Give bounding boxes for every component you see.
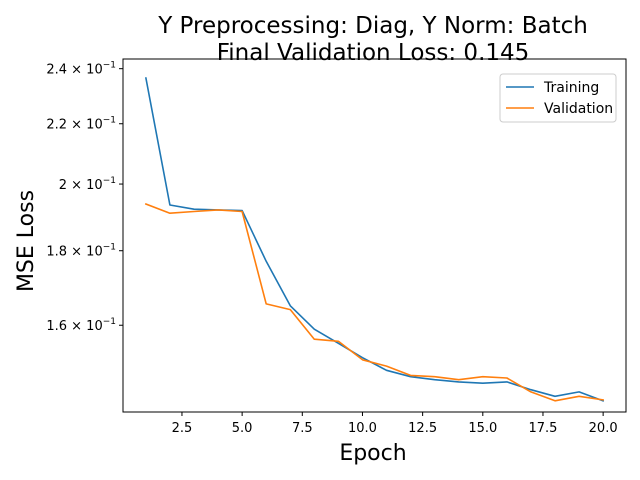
chart-title-line-2: Final Validation Loss: 0.145 [217, 40, 530, 66]
chart-title-line-1: Y Preprocessing: Diag, Y Norm: Batch [157, 13, 588, 39]
plot-series [144, 77, 605, 402]
x-tick-label: 10.0 [348, 421, 377, 436]
chart-title: Y Preprocessing: Diag, Y Norm: Batch Fin… [157, 13, 588, 66]
x-tick-label: 15.0 [468, 421, 497, 436]
legend-box [499, 73, 617, 123]
x-tick-label: 20.0 [589, 421, 618, 436]
y-tick-label: 2 × 10−1 [59, 176, 116, 193]
series-line-validation [144, 202, 605, 402]
legend-label-training: Training [543, 80, 599, 96]
x-tick-label: 2.5 [172, 421, 193, 436]
y-tick-label: 1.8 × 10−1 [46, 243, 116, 260]
legend-label-validation: Validation [544, 101, 613, 117]
series-line-training [144, 77, 605, 402]
y-axis-label: MSE Loss [14, 190, 39, 292]
x-tick-label: 5.0 [232, 421, 253, 436]
x-axis-label: Epoch [339, 441, 406, 466]
plot-area-frame [122, 58, 627, 413]
y-tick-label: 1.6 × 10−1 [46, 317, 116, 334]
axis-ticks: 2.5 5.0 7.5 10.0 12.5 15.0 17.5 20.0 1.6 × 10−1 1… [46, 61, 617, 436]
y-tick-label: 2.2 × 10−1 [46, 116, 116, 133]
x-tick-label: 7.5 [292, 421, 313, 436]
x-tick-label: 12.5 [408, 421, 437, 436]
x-tick-label: 17.5 [528, 421, 557, 436]
y-tick-label: 2.4 × 10−1 [46, 61, 116, 78]
legend: Training Validation [499, 73, 617, 123]
